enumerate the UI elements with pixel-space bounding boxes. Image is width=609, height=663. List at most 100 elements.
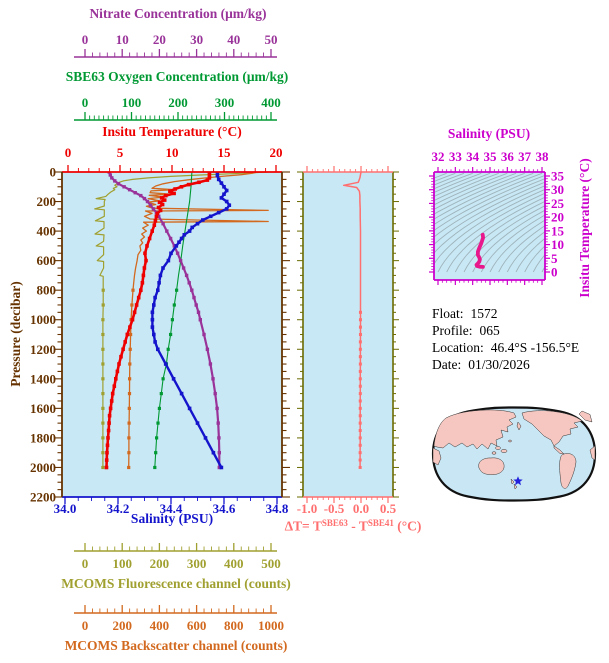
float-info: Float: 1572 Profile: 065 Location: 46.4°S -… <box>432 305 579 373</box>
svg-text:25: 25 <box>551 196 565 211</box>
svg-text:1600: 1600 <box>30 401 56 416</box>
svg-text:50: 50 <box>265 32 278 47</box>
date-value: 01/30/2026 <box>468 357 530 372</box>
delta-t-axis-title: ΔT= TSBE63 - TSBE41 (°C) <box>285 518 422 535</box>
delta-t-plot <box>303 172 393 497</box>
delta-t-label-part: (°C) <box>393 518 422 534</box>
float-info-line: Float: 1572 <box>432 305 579 322</box>
svg-text:36: 36 <box>501 149 515 164</box>
float-info-line: Location: 46.4°S -156.5°E <box>432 339 579 356</box>
svg-text:34.0: 34.0 <box>54 501 77 516</box>
backscatter-axis-title: MCOMS Backscatter channel (counts) <box>64 638 288 653</box>
landmass-greenland <box>578 410 593 423</box>
svg-text:5: 5 <box>117 145 124 160</box>
svg-text:0: 0 <box>65 145 72 160</box>
delta-t-label-sup: SBE63 <box>321 517 348 528</box>
svg-text:15: 15 <box>551 223 565 238</box>
svg-text:37: 37 <box>518 149 532 164</box>
landmass-north-america <box>521 410 583 447</box>
svg-text:5: 5 <box>551 251 558 266</box>
landmass-eurasia <box>433 409 517 450</box>
svg-text:500: 500 <box>261 556 281 571</box>
svg-text:0.5: 0.5 <box>380 501 397 516</box>
svg-text:40: 40 <box>227 32 240 47</box>
svg-text:100: 100 <box>112 556 132 571</box>
delta-t-label-part: ΔT= T <box>284 518 322 534</box>
landmass-indonesia <box>495 446 501 450</box>
svg-text:1800: 1800 <box>30 430 56 445</box>
svg-text:2200: 2200 <box>30 490 56 505</box>
location-value: 46.4°S -156.5°E <box>490 340 580 355</box>
main-profile-plot <box>62 172 282 497</box>
delta-t-label-part: - T <box>347 518 368 534</box>
svg-text:32: 32 <box>432 149 445 164</box>
delta-t-label-sup: SBE41 <box>367 517 394 528</box>
salinity-axis-title: Salinity (PSU) <box>130 511 214 526</box>
svg-text:1000: 1000 <box>30 312 56 327</box>
profile-label: Profile: <box>432 323 473 338</box>
float-label: Float: <box>432 306 464 321</box>
landmass-africa-left <box>432 447 442 466</box>
svg-text:34.6: 34.6 <box>213 501 236 516</box>
svg-text:34: 34 <box>466 149 480 164</box>
landmass-japan <box>516 421 522 431</box>
landmass-central-america <box>553 445 565 455</box>
profile-value: 065 <box>479 323 500 338</box>
svg-text:600: 600 <box>37 253 57 268</box>
svg-text:1200: 1200 <box>30 342 56 357</box>
ts-salinity-axis-title: Salinity (PSU) <box>447 126 531 141</box>
svg-text:400: 400 <box>224 556 244 571</box>
svg-text:200: 200 <box>37 194 57 209</box>
nitrate-axis-title: Nitrate Concentration (μm/kg) <box>89 6 267 21</box>
svg-text:10: 10 <box>551 237 564 252</box>
float-info-line: Profile: 065 <box>432 322 579 339</box>
svg-text:15: 15 <box>218 145 232 160</box>
float-info-line: Date: 01/30/2026 <box>432 356 579 373</box>
svg-text:35: 35 <box>551 169 565 184</box>
svg-text:10: 10 <box>116 32 129 47</box>
float-value: 1572 <box>470 306 498 321</box>
svg-text:200: 200 <box>112 618 132 633</box>
landmass-philippines <box>508 439 512 443</box>
svg-text:800: 800 <box>224 618 244 633</box>
ts-diagram-curves <box>434 172 545 273</box>
svg-text:20: 20 <box>270 145 283 160</box>
svg-text:35: 35 <box>483 149 497 164</box>
landmass-borneo <box>491 451 497 455</box>
landmass-africa-right <box>589 445 596 461</box>
ts-temperature-axis-title: Insitu Temperature (°C) <box>577 158 592 298</box>
svg-text:0: 0 <box>82 32 89 47</box>
svg-text:34.2: 34.2 <box>107 501 130 516</box>
svg-text:0: 0 <box>82 556 89 571</box>
svg-text:33: 33 <box>449 149 463 164</box>
main-profile-curves <box>94 172 269 470</box>
svg-text:2000: 2000 <box>30 460 56 475</box>
svg-text:300: 300 <box>215 95 235 110</box>
date-label: Date: <box>432 357 462 372</box>
svg-text:1000: 1000 <box>258 618 284 633</box>
svg-text:400: 400 <box>37 224 57 239</box>
svg-text:-0.5: -0.5 <box>324 501 345 516</box>
fluorescence-axis-title: MCOMS Fluorescence channel (counts) <box>61 576 291 591</box>
delta-t-curve <box>342 172 362 469</box>
location-label: Location: <box>432 340 484 355</box>
float-location-star <box>513 476 523 486</box>
svg-text:800: 800 <box>37 283 57 298</box>
world-map <box>431 406 597 502</box>
svg-text:30: 30 <box>190 32 203 47</box>
svg-text:20: 20 <box>153 32 166 47</box>
svg-text:300: 300 <box>187 556 207 571</box>
svg-text:400: 400 <box>261 95 281 110</box>
svg-text:-1.0: -1.0 <box>297 501 318 516</box>
svg-text:0: 0 <box>82 618 89 633</box>
svg-text:20: 20 <box>551 210 564 225</box>
ts-diagram-plot <box>434 172 545 280</box>
svg-text:200: 200 <box>168 95 188 110</box>
svg-text:30: 30 <box>551 182 564 197</box>
svg-text:100: 100 <box>122 95 142 110</box>
svg-text:10: 10 <box>166 145 179 160</box>
oxygen-axis-title: SBE63 Oxygen Concentration (μm/kg) <box>65 69 289 84</box>
landmass-south-america <box>559 453 577 489</box>
landmass-new-guinea <box>500 449 508 453</box>
